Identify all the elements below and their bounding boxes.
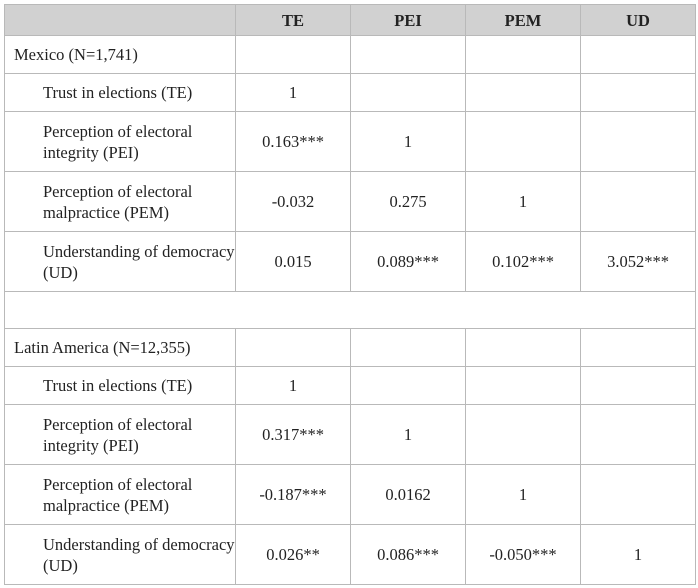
empty-cell	[235, 328, 351, 367]
header-pem: PEM	[465, 4, 581, 36]
value-cell: 1	[580, 524, 696, 585]
value-cell	[580, 111, 696, 172]
value-cell: 0.163***	[235, 111, 351, 172]
value-cell: 0.015	[235, 231, 351, 292]
value-cell: 1	[350, 404, 466, 465]
value-cell	[350, 366, 466, 405]
variable-label: Perception of electoral malpractice (PEM…	[4, 464, 236, 525]
variable-label: Trust in elections (TE)	[4, 366, 236, 405]
table-row: Understanding of democracy (UD) 0.015 0.08…	[4, 231, 696, 292]
value-cell	[465, 111, 581, 172]
value-cell: 3.052***	[580, 231, 696, 292]
empty-cell	[350, 328, 466, 367]
header-blank	[4, 4, 236, 36]
value-cell: 1	[465, 464, 581, 525]
value-cell: 1	[465, 171, 581, 232]
variable-label: Perception of electoral malpractice (PEM…	[4, 171, 236, 232]
variable-label: Trust in elections (TE)	[4, 73, 236, 112]
table-row: Perception of electoral malpractice (PEM…	[4, 171, 696, 232]
variable-label: Understanding of democracy (UD)	[4, 231, 236, 292]
value-cell	[580, 171, 696, 232]
value-cell: 0.0162	[350, 464, 466, 525]
value-cell: 1	[350, 111, 466, 172]
value-cell	[580, 404, 696, 465]
correlation-table: TE PEI PEM UD Mexico (N=1,741) Trust in e…	[4, 4, 696, 585]
empty-cell	[235, 35, 351, 74]
value-cell	[580, 366, 696, 405]
header-te: TE	[235, 4, 351, 36]
spacer-cell	[4, 291, 696, 329]
header-pei: PEI	[350, 4, 466, 36]
table-row: Perception of electoral integrity (PEI) 0…	[4, 111, 696, 172]
table-row: Perception of electoral malpractice (PEM…	[4, 464, 696, 525]
value-cell	[580, 464, 696, 525]
empty-cell	[580, 35, 696, 74]
empty-cell	[350, 35, 466, 74]
value-cell: -0.187***	[235, 464, 351, 525]
group-label: Latin America (N=12,355)	[4, 328, 236, 367]
value-cell	[350, 73, 466, 112]
variable-label: Perception of electoral integrity (PEI)	[4, 111, 236, 172]
value-cell	[465, 404, 581, 465]
value-cell: 0.026**	[235, 524, 351, 585]
empty-cell	[580, 328, 696, 367]
header-ud: UD	[580, 4, 696, 36]
value-cell: 1	[235, 366, 351, 405]
group-label: Mexico (N=1,741)	[4, 35, 236, 74]
table-row: Perception of electoral integrity (PEI) 0…	[4, 404, 696, 465]
value-cell: 0.275	[350, 171, 466, 232]
group-row: Latin America (N=12,355)	[4, 328, 696, 367]
value-cell: -0.050***	[465, 524, 581, 585]
empty-cell	[465, 328, 581, 367]
value-cell: 0.089***	[350, 231, 466, 292]
header-row: TE PEI PEM UD	[4, 4, 696, 36]
value-cell: -0.032	[235, 171, 351, 232]
value-cell: 1	[235, 73, 351, 112]
value-cell	[465, 366, 581, 405]
variable-label: Understanding of democracy (UD)	[4, 524, 236, 585]
table-row: Understanding of democracy (UD) 0.026** 0.…	[4, 524, 696, 585]
value-cell: 0.086***	[350, 524, 466, 585]
table-row: Trust in elections (TE) 1	[4, 73, 696, 112]
group-row: Mexico (N=1,741)	[4, 35, 696, 74]
empty-cell	[465, 35, 581, 74]
variable-label: Perception of electoral integrity (PEI)	[4, 404, 236, 465]
value-cell	[580, 73, 696, 112]
value-cell	[465, 73, 581, 112]
spacer-row	[4, 291, 696, 329]
table-row: Trust in elections (TE) 1	[4, 366, 696, 405]
value-cell: 0.317***	[235, 404, 351, 465]
value-cell: 0.102***	[465, 231, 581, 292]
